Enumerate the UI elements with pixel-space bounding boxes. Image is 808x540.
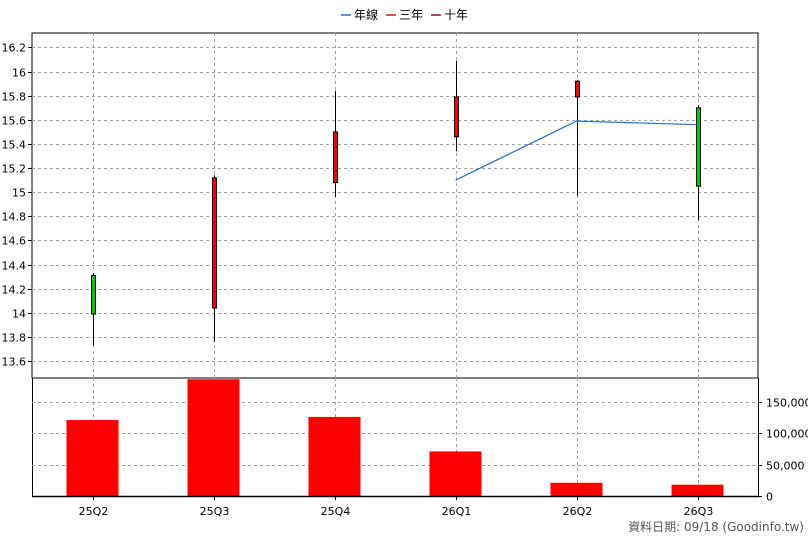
volume-bar [66,420,119,496]
volume-y-tick-label: 150,000 [766,397,808,410]
volume-bar [671,484,724,496]
legend-label: 三年 [399,8,423,22]
volume-bar [550,482,603,496]
price-y-tick-label: 16.2 [2,42,27,55]
legend-label: 十年 [444,8,468,22]
price-y-tick-label: 14 [12,308,26,321]
candle-body [91,274,96,315]
price-plot-frame [31,32,759,379]
price-y-tick-label: 15.4 [2,139,27,152]
volume-bar [429,451,482,496]
legend-label: 年線 [354,7,378,22]
price-y-tick-label: 13.6 [2,356,27,369]
price-y-tick-label: 13.8 [2,332,27,345]
volume-bar [308,416,361,496]
price-y-tick-label: 14.6 [2,235,27,248]
price-y-tick-label: 14.2 [2,284,27,297]
x-axis: 25Q2 25Q3 25Q4 26Q1 26Q2 26Q3 [79,496,714,518]
volume-y-tick-label: 0 [766,491,773,504]
volume-bar [187,379,240,496]
price-panel: 13.6 13.8 14 14.2 14.4 14.6 14.8 15 15.2 15.4 15.6… [2,32,759,379]
candle-body [696,107,701,187]
x-tick-label: 25Q2 [79,505,109,518]
price-y-tick-label: 14.8 [2,211,27,224]
x-tick-label: 26Q3 [684,505,714,518]
candle-body [212,177,217,309]
chart-legend: 年線 三年 十年 [341,7,468,22]
price-y-tick-label: 15 [12,187,26,200]
price-y-tick-label: 15.6 [2,115,27,128]
x-tick-label: 26Q1 [442,505,472,518]
volume-y-tick-label: 100,000 [766,428,808,441]
candle-body [333,131,338,184]
price-y-tick-label: 15.2 [2,163,27,176]
volume-y-tick-label: 50,000 [766,460,805,473]
annual-line-series [455,120,698,181]
x-tick-label: 25Q4 [321,505,351,518]
price-y-tick-label: 14.4 [2,260,27,273]
x-tick-label: 25Q3 [200,505,230,518]
price-y-tick-label: 16 [12,67,26,80]
data-date-label: 資料日期: 09/18 (Goodinfo.tw) [628,520,804,534]
price-y-tick-label: 15.8 [2,91,27,104]
x-tick-label: 26Q2 [563,505,593,518]
candle-body [575,80,580,98]
candle-body [454,96,459,138]
volume-panel: 0 50,000 100,000 150,000 [32,378,808,504]
